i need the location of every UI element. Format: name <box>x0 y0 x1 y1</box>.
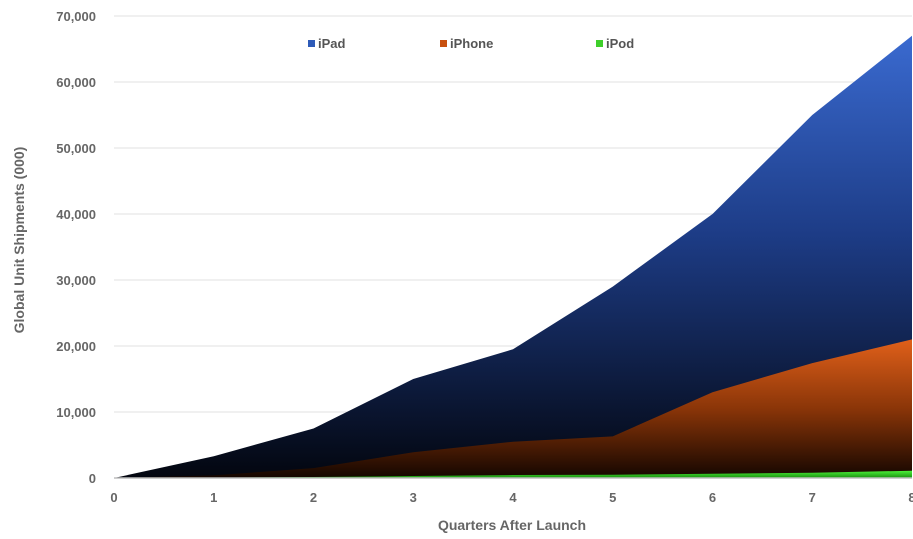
gridlines <box>114 15 912 413</box>
x-axis-ticks: 0 1 2 3 4 5 6 7 8 <box>110 490 913 505</box>
y-tick-label: 70,000 <box>56 9 96 24</box>
legend: iPad iPhone iPod <box>308 36 634 51</box>
y-tick-label: 30,000 <box>56 273 96 288</box>
y-tick-label: 0 <box>89 471 96 486</box>
y-axis-title: Global Unit Shipments (000) <box>11 147 27 334</box>
legend-item-ipod: iPod <box>596 36 634 51</box>
y-tick-label: 40,000 <box>56 207 96 222</box>
legend-item-ipad: iPad <box>308 36 346 51</box>
y-tick-label: 20,000 <box>56 339 96 354</box>
x-tick-label: 4 <box>509 490 517 505</box>
y-axis-ticks: 0 10,000 20,000 30,000 40,000 50,000 60,000 70,… <box>56 9 96 486</box>
x-tick-label: 5 <box>609 490 616 505</box>
x-axis-title: Quarters After Launch <box>438 517 586 533</box>
y-tick-label: 60,000 <box>56 75 96 90</box>
legend-label: iPod <box>606 36 634 51</box>
x-tick-label: 6 <box>709 490 716 505</box>
x-tick-label: 7 <box>809 490 816 505</box>
x-tick-label: 2 <box>310 490 317 505</box>
area-iphone <box>114 339 912 478</box>
legend-swatch <box>596 40 603 47</box>
legend-label: iPhone <box>450 36 493 51</box>
legend-label: iPad <box>318 36 346 51</box>
y-tick-label: 10,000 <box>56 405 96 420</box>
x-tick-label: 0 <box>110 490 117 505</box>
area-ipod <box>114 470 912 478</box>
legend-swatch <box>308 40 315 47</box>
area-ipad <box>114 35 912 479</box>
area-series <box>114 35 912 479</box>
y-tick-label: 50,000 <box>56 141 96 156</box>
x-tick-label: 3 <box>410 490 417 505</box>
legend-item-iphone: iPhone <box>440 36 493 51</box>
x-tick-label: 1 <box>210 490 217 505</box>
legend-swatch <box>440 40 447 47</box>
x-tick-label: 8 <box>908 490 913 505</box>
